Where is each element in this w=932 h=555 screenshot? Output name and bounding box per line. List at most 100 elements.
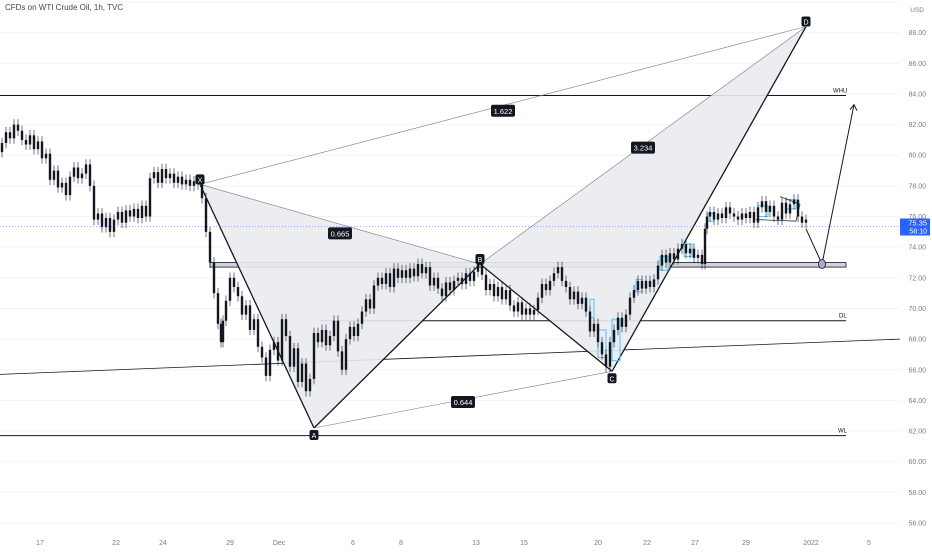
candle-body — [544, 283, 548, 291]
candle-body — [684, 244, 688, 254]
candle-body — [800, 216, 804, 223]
candle-body — [705, 216, 709, 229]
candle-body — [556, 267, 560, 274]
y-tick-label: 74.00 — [908, 245, 926, 252]
candle-body — [240, 296, 244, 315]
point-label: C — [609, 376, 614, 383]
candle-body — [292, 348, 296, 367]
candle-body — [72, 167, 76, 177]
point-label: B — [478, 257, 483, 264]
candle-body — [20, 130, 24, 140]
candle-body — [632, 290, 636, 298]
candle-body — [388, 273, 392, 288]
candle-body — [624, 314, 628, 327]
candle-body — [703, 228, 707, 265]
candle-body — [728, 207, 732, 214]
candle-body — [580, 297, 584, 304]
candle-body — [796, 199, 800, 217]
candle-body — [412, 268, 416, 277]
point-label: D — [803, 20, 808, 27]
chart-title: CFDs on WTI Crude Oil, 1h, TVC — [5, 3, 124, 12]
candle-body — [264, 357, 268, 376]
candle-body — [332, 320, 336, 337]
countdown-label: 58:10 — [909, 228, 927, 235]
y-tick-label: 78.00 — [908, 183, 926, 190]
candle-body — [732, 213, 736, 217]
x-tick-label: 6 — [351, 540, 355, 547]
candle-body — [56, 170, 60, 188]
candle-body — [508, 290, 512, 306]
candle-body — [792, 199, 796, 205]
candle-body — [232, 277, 236, 288]
candle-body — [672, 253, 676, 260]
candle-body — [152, 172, 156, 179]
candle-body — [596, 323, 600, 343]
candle-body — [180, 176, 184, 185]
candle-body — [344, 339, 348, 370]
ratio-label-box — [451, 395, 475, 408]
candle-body — [588, 311, 592, 332]
candle-body — [324, 329, 328, 346]
candle-body — [364, 299, 368, 312]
candle-body — [160, 169, 164, 183]
candle-body — [280, 319, 284, 361]
candle-body — [756, 207, 760, 223]
point-label: X — [198, 177, 203, 184]
candle-body — [480, 264, 484, 275]
candle-body — [100, 213, 104, 228]
projection-arrowhead — [849, 103, 858, 111]
candle-body — [96, 213, 100, 220]
candle-body — [568, 287, 572, 300]
candle-body — [436, 277, 440, 289]
candle-body — [504, 290, 508, 300]
candle-body — [440, 288, 444, 297]
ratio-line-xb — [199, 184, 481, 265]
candle-body — [548, 280, 552, 291]
candle-body — [616, 317, 620, 330]
candle-body — [696, 254, 700, 258]
candle-body — [476, 264, 480, 272]
x-tick-label: 20 — [594, 540, 602, 547]
candle-body — [200, 184, 204, 199]
x-tick-label: 5 — [867, 540, 871, 547]
candle-body — [276, 342, 280, 361]
x-tick-label: 24 — [159, 540, 167, 547]
candle-body — [644, 280, 648, 289]
candle-body — [572, 291, 576, 300]
candle-body — [396, 268, 400, 278]
candle-body — [740, 213, 744, 220]
candle-body — [604, 354, 608, 367]
candle-body — [536, 297, 540, 311]
candle-body — [304, 363, 308, 392]
candle-body — [268, 349, 272, 376]
candle-body — [744, 213, 748, 219]
candle-body — [188, 179, 192, 186]
candle-body — [648, 280, 652, 288]
candle-body — [224, 300, 228, 321]
candle-body — [552, 273, 556, 281]
candle-body — [752, 211, 756, 223]
x-tick-label: 13 — [472, 540, 480, 547]
candle-body — [664, 254, 668, 263]
candle-body — [60, 182, 64, 188]
candle-body — [356, 323, 360, 337]
candle-body — [468, 273, 472, 281]
annotations: X A B C D 0.665 1.622 3.234 0.644 — [195, 16, 858, 440]
x-tick-label: 8 — [399, 540, 403, 547]
candle-body — [336, 320, 340, 352]
candle-body — [216, 293, 220, 324]
candle-body — [12, 124, 16, 139]
y-tick-label: 56.00 — [908, 521, 926, 528]
candle-body — [716, 213, 720, 220]
target-marker — [818, 259, 826, 269]
candle-body — [0, 142, 4, 153]
candle-body — [736, 216, 740, 220]
candle-body — [520, 302, 524, 315]
candle-body — [308, 378, 312, 392]
candle-body — [528, 308, 532, 315]
candle-body — [452, 280, 456, 291]
ratio-label: 3.234 — [634, 144, 653, 153]
candle-body — [420, 264, 424, 274]
